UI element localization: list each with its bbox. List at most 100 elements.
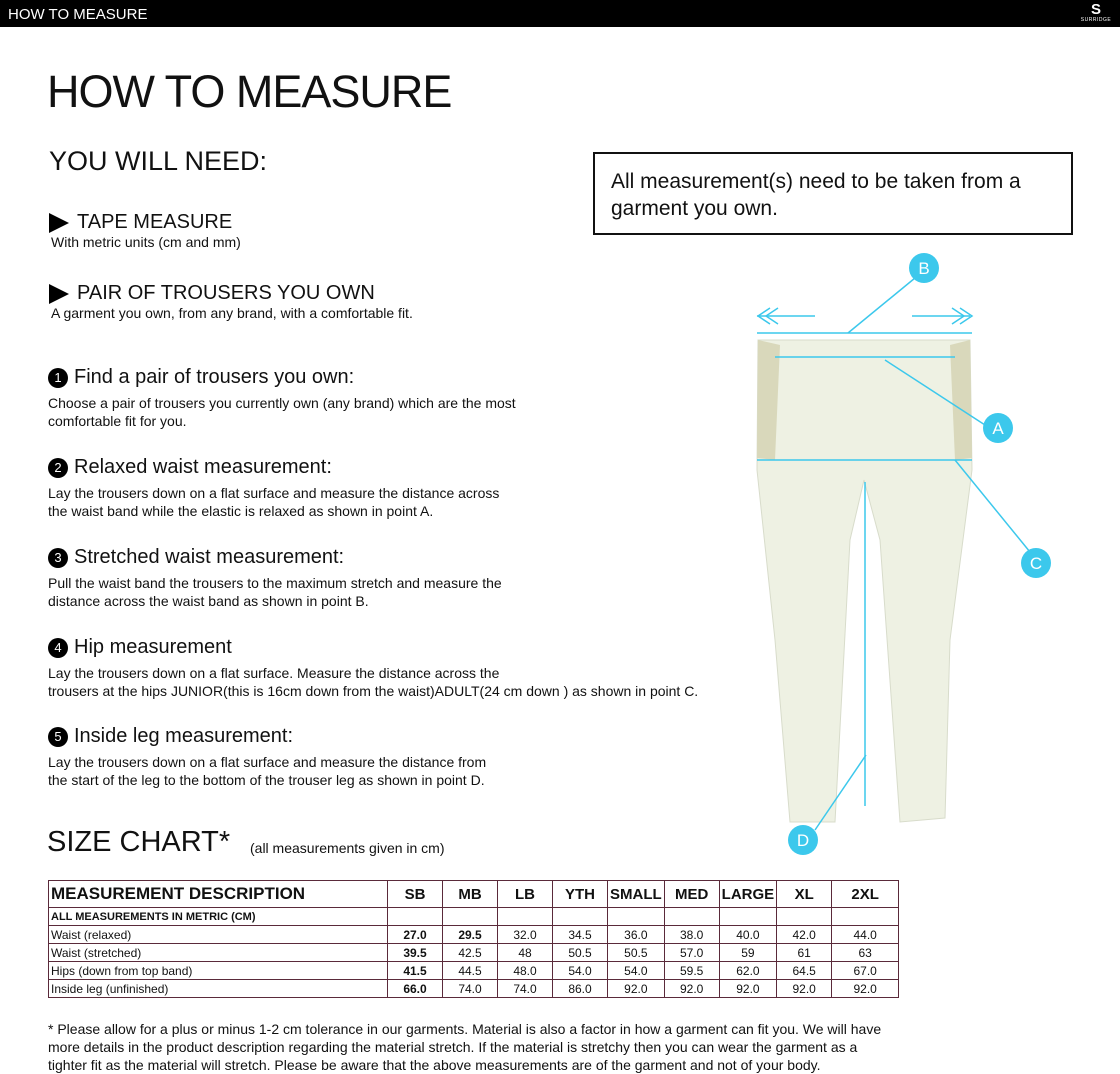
step-5: 5 Inside leg measurement: Lay the trouser… [48, 725, 486, 789]
row-label: Waist (relaxed) [48, 925, 388, 944]
label-c: C [1030, 554, 1042, 573]
table-cell: 50.5 [552, 943, 608, 962]
surridge-logo: S SURRIDGE [1080, 1, 1112, 23]
table-row: Hips (down from top band) 41.5 44.5 48.0 54.… [48, 961, 900, 980]
table-cell: 61 [776, 943, 833, 962]
table-cell: 48 [497, 943, 553, 962]
table-cell: 54.0 [607, 961, 665, 980]
step-text: Lay the trousers down on a flat surface … [48, 754, 487, 770]
label-a: A [992, 419, 1004, 438]
header-cell: YTH [552, 880, 608, 908]
table-row: Inside leg (unfinished) 66.0 74.0 74.0 86.0 9… [48, 979, 900, 998]
table-cell: 38.0 [663, 925, 720, 944]
subheader-cell: ALL MEASUREMENTS IN METRIC (CM) [48, 907, 388, 926]
table-cell: 34.5 [552, 925, 608, 944]
top-bar: HOW TO MEASURE S SURRIDGE [0, 0, 1120, 27]
step-number-icon: 3 [48, 548, 68, 568]
top-bar-title: HOW TO MEASURE [8, 6, 148, 23]
table-cell: 32.0 [497, 925, 553, 944]
header-cell: 2XL [831, 880, 900, 908]
trousers-diagram: B A C D [756, 253, 1051, 855]
step-text: Pull the waist band the trousers to the … [48, 575, 502, 591]
footnote: * Please allow for a plus or minus 1-2 c… [48, 1021, 882, 1073]
step-title: Hip measurement [74, 636, 232, 658]
you-will-need-heading: YOU WILL NEED: [49, 146, 268, 176]
step-number-icon: 4 [48, 638, 68, 658]
table-subheader-row: ALL MEASUREMENTS IN METRIC (CM) [48, 907, 900, 926]
table-cell: 40.0 [718, 925, 778, 944]
table-cell: 44.0 [831, 925, 900, 944]
table-cell: 44.5 [442, 961, 498, 980]
label-a-marker [983, 413, 1013, 443]
table-cell: 54.0 [552, 961, 608, 980]
page-title: HOW TO MEASURE [47, 66, 452, 117]
table-cell: 36.0 [607, 925, 665, 944]
table-cell: 50.5 [607, 943, 665, 962]
table-cell: 59 [718, 943, 778, 962]
header-cell: LARGE [718, 880, 778, 908]
size-chart-title: SIZE CHART* [47, 826, 231, 858]
table-cell: 57.0 [663, 943, 720, 962]
size-chart-table: MEASUREMENT DESCRIPTION SB MB LB YTH SMA… [48, 880, 900, 998]
table-cell: 42.5 [442, 943, 498, 962]
triangle-bullet-icon [49, 283, 69, 304]
table-cell: 59.5 [663, 961, 720, 980]
header-cell: MB [442, 880, 498, 908]
label-b: B [918, 259, 929, 278]
label-d-marker [788, 825, 818, 855]
step-title: Inside leg measurement: [74, 725, 294, 747]
step-number-icon: 2 [48, 458, 68, 478]
row-label: Hips (down from top band) [48, 961, 388, 980]
label-d: D [797, 831, 809, 850]
row-label: Inside leg (unfinished) [48, 979, 388, 998]
note-box: All measurement(s) need to be taken from… [593, 152, 1073, 235]
table-cell: 74.0 [497, 979, 553, 998]
step-1: 1 Find a pair of trousers you own: Choose… [48, 366, 516, 430]
label-c-marker [1021, 548, 1051, 578]
need-item-label: TAPE MEASURE [77, 211, 233, 233]
table-cell: 67.0 [831, 961, 900, 980]
step-title: Stretched waist measurement: [74, 546, 345, 568]
step-text: the waist band while the elastic is rela… [48, 503, 434, 519]
table-cell: 63 [831, 943, 900, 962]
table-cell: 62.0 [718, 961, 778, 980]
table-cell: 92.0 [831, 979, 900, 998]
table-cell: 92.0 [663, 979, 720, 998]
table-row: Waist (relaxed) 27.0 29.5 32.0 34.5 36.0 38.0 4… [48, 925, 900, 944]
header-cell: SB [387, 880, 443, 908]
step-text: comfortable fit for you. [48, 413, 187, 429]
header-cell: MED [663, 880, 720, 908]
need-item-tape: TAPE MEASURE With metric units (cm and m… [49, 211, 241, 250]
table-cell: 42.0 [776, 925, 833, 944]
step-2: 2 Relaxed waist measurement: Lay the trou… [48, 456, 499, 520]
step-text: Lay the trousers down on a flat surface … [48, 485, 500, 501]
table-cell: 92.0 [776, 979, 833, 998]
size-chart-units: (all measurements given in cm) [250, 840, 445, 856]
table-row: Waist (stretched) 39.5 42.5 48 50.5 50.5 57.0 5… [48, 943, 900, 962]
step-text: distance across the waist band as shown … [48, 593, 369, 609]
need-item-sub: A garment you own, from any brand, with … [51, 305, 413, 321]
triangle-bullet-icon [49, 212, 69, 233]
table-cell: 39.5 [387, 943, 443, 962]
label-b-marker [909, 253, 939, 283]
need-item-sub: With metric units (cm and mm) [51, 234, 241, 250]
step-text: trousers at the hips JUNIOR(this is 16cm… [48, 683, 699, 699]
table-cell: 48.0 [497, 961, 553, 980]
table-cell: 27.0 [387, 925, 443, 944]
step-number-icon: 1 [48, 368, 68, 388]
need-item-label: PAIR OF TROUSERS YOU OWN [77, 282, 375, 304]
table-cell: 64.5 [776, 961, 833, 980]
step-text: Lay the trousers down on a flat surface.… [48, 665, 500, 681]
header-cell: MEASUREMENT DESCRIPTION [48, 880, 388, 908]
table-cell: 29.5 [442, 925, 498, 944]
step-title: Relaxed waist measurement: [74, 456, 332, 478]
step-4: 4 Hip measurement Lay the trousers down o… [48, 636, 698, 700]
table-header-row: MEASUREMENT DESCRIPTION SB MB LB YTH SMA… [48, 880, 900, 908]
table-cell: 41.5 [387, 961, 443, 980]
table-cell: 92.0 [718, 979, 778, 998]
header-cell: XL [776, 880, 833, 908]
step-number-icon: 5 [48, 727, 68, 747]
step-text: Choose a pair of trousers you currently … [48, 395, 516, 411]
header-cell: SMALL [607, 880, 665, 908]
table-cell: 74.0 [442, 979, 498, 998]
